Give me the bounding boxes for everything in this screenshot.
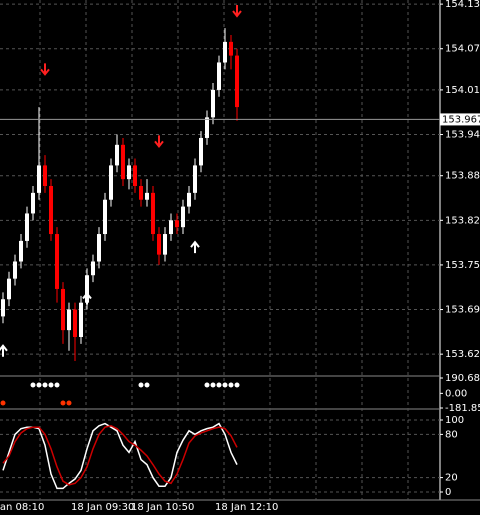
x-tick-label: 18 Jan 08:10 xyxy=(0,502,44,513)
candle-body xyxy=(7,278,11,300)
candle-body xyxy=(175,220,179,228)
y-tick-label: 154.070 xyxy=(445,44,480,55)
sell-arrow xyxy=(40,63,50,76)
candle-body xyxy=(13,261,17,279)
candle-body xyxy=(223,41,227,63)
signal-dot xyxy=(36,382,42,388)
y-tick-label: 153.690 xyxy=(445,305,480,316)
y-tick-label: 0.00 xyxy=(445,388,467,399)
signal-dot xyxy=(210,382,216,388)
candle-body xyxy=(49,186,53,235)
candle-body xyxy=(145,192,149,200)
signal-dot xyxy=(54,382,60,388)
y-tick-label: 0 xyxy=(445,487,451,498)
stochastic-line xyxy=(2,424,238,486)
candle-body xyxy=(109,165,113,200)
signal-dot xyxy=(30,382,36,388)
candle-body xyxy=(211,89,215,118)
candle-body xyxy=(37,165,41,193)
candle-body xyxy=(103,199,107,235)
candle-body xyxy=(121,144,125,180)
candle-body xyxy=(199,137,203,166)
signal-dot xyxy=(0,400,6,406)
candle-body xyxy=(187,192,191,207)
candle-body xyxy=(181,206,185,228)
candle-body xyxy=(85,275,89,303)
candle-body xyxy=(73,309,77,337)
candle-body xyxy=(163,234,167,255)
candle-body xyxy=(61,288,65,331)
candle-body xyxy=(217,62,221,90)
signal-dot xyxy=(234,382,240,388)
candle-body xyxy=(97,234,101,262)
y-tick-label: 190.6892 xyxy=(445,373,480,384)
signal-dot xyxy=(222,382,228,388)
sell-arrow xyxy=(232,4,242,18)
x-tick-label: 18 Jan 09:30 xyxy=(71,502,134,513)
y-tick-label: 20 xyxy=(445,473,458,484)
candle-body xyxy=(115,144,119,166)
candle-body xyxy=(235,55,239,108)
buy-arrow xyxy=(190,240,200,254)
buy-arrow xyxy=(82,291,92,305)
candle-body xyxy=(91,261,95,276)
sell-arrow xyxy=(154,135,164,148)
stochastic-line xyxy=(2,422,238,490)
y-tick-label: -181.855 xyxy=(445,403,480,414)
current-price-box xyxy=(440,113,480,126)
x-tick-label: 18 Jan 12:10 xyxy=(215,502,278,513)
candle-body xyxy=(43,165,47,186)
candle-body xyxy=(1,299,5,317)
y-tick-label: 153.945 xyxy=(445,130,480,141)
candle-body xyxy=(127,165,131,180)
candle-body xyxy=(133,165,137,186)
signal-dot xyxy=(60,400,66,406)
candle-body xyxy=(229,41,233,56)
candle-body xyxy=(169,220,173,235)
candle-body xyxy=(205,117,209,138)
signal-dot xyxy=(228,382,234,388)
candle-body xyxy=(55,234,59,289)
signal-dot xyxy=(144,382,150,388)
signal-dot xyxy=(66,400,72,406)
y-tick-label: 153.625 xyxy=(445,349,480,360)
y-tick-label: 80 xyxy=(445,429,458,440)
signal-dot xyxy=(216,382,222,388)
signal-dot xyxy=(138,382,144,388)
y-tick-label: 154.135 xyxy=(445,0,480,10)
signal-dot xyxy=(48,382,54,388)
candle-body xyxy=(19,240,23,262)
buy-arrow xyxy=(0,344,8,357)
y-tick-label: 154.010 xyxy=(445,85,480,96)
signal-dot xyxy=(42,382,48,388)
candle-body xyxy=(25,213,29,241)
y-tick-label: 153.820 xyxy=(445,215,480,226)
x-tick-label: 18 Jan 10:50 xyxy=(131,502,194,513)
candle-body xyxy=(31,192,35,214)
candle-body xyxy=(67,309,71,331)
candle-body xyxy=(79,302,83,337)
signal-dot xyxy=(204,382,210,388)
candle-body xyxy=(151,192,155,235)
candle-body xyxy=(157,234,161,255)
candle-body xyxy=(193,165,197,193)
current-price-label: 153.967 xyxy=(442,114,480,125)
candle-body xyxy=(139,186,143,200)
y-tick-label: 153.885 xyxy=(445,171,480,182)
y-tick-label: 100 xyxy=(445,415,464,426)
y-tick-label: 153.755 xyxy=(445,260,480,271)
